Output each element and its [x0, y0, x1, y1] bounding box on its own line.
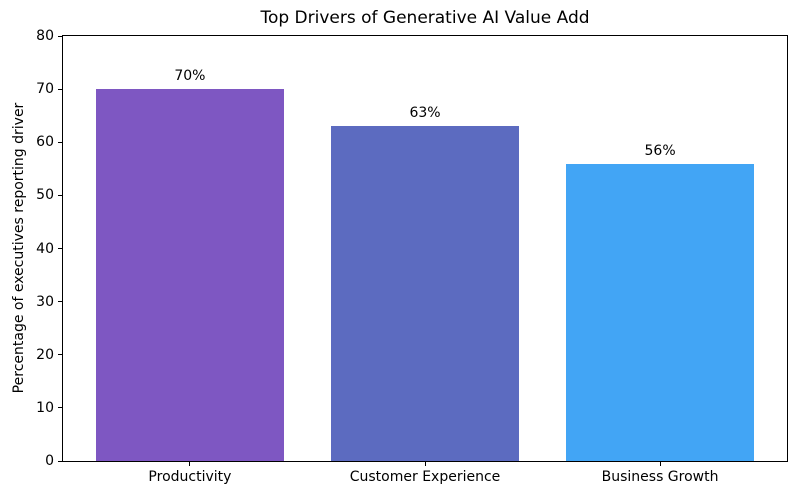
- plot-area: 0 10 20 30 40 50 60 70 80 70% Productivity 63% Custo…: [36, 28, 788, 485]
- x-tick-mark: [424, 462, 426, 466]
- bar-business-growth: [566, 163, 755, 461]
- bar-value-label: 63%: [409, 105, 441, 122]
- x-tick-label: Business Growth: [601, 469, 719, 485]
- y-tick-mark: [58, 88, 62, 90]
- y-tick-mark: [58, 35, 62, 37]
- y-tick-label: 10: [36, 399, 54, 416]
- bar-customer-experience: [331, 126, 519, 461]
- y-tick-label: 80: [36, 28, 54, 44]
- y-tick-label: 50: [36, 187, 54, 204]
- x-tick-mark: [659, 462, 661, 466]
- y-tick-label: 70: [36, 81, 54, 98]
- y-tick-mark: [58, 354, 62, 356]
- x-tick-mark: [189, 462, 191, 466]
- y-tick-mark: [58, 301, 62, 303]
- y-tick-mark: [58, 460, 62, 462]
- y-tick-mark: [58, 141, 62, 143]
- y-tick-label: 40: [36, 240, 54, 257]
- y-tick-label: 30: [36, 293, 54, 310]
- y-tick-label: 60: [36, 134, 54, 151]
- bar-productivity: [95, 89, 284, 461]
- y-tick-mark: [58, 194, 62, 196]
- y-tick-mark: [58, 248, 62, 249]
- y-tick-label: 0: [45, 453, 54, 469]
- bar-value-label: 70%: [174, 68, 206, 85]
- x-tick-label: Productivity: [148, 469, 232, 485]
- y-tick-mark: [58, 407, 62, 409]
- y-axis-label: Percentage of executives reporting drive…: [11, 102, 27, 394]
- bar-value-label: 56%: [644, 142, 676, 159]
- chart-title: Top Drivers of Generative AI Value Add: [260, 8, 590, 28]
- x-tick-label: Customer Experience: [349, 469, 501, 485]
- y-tick-label: 20: [36, 346, 54, 363]
